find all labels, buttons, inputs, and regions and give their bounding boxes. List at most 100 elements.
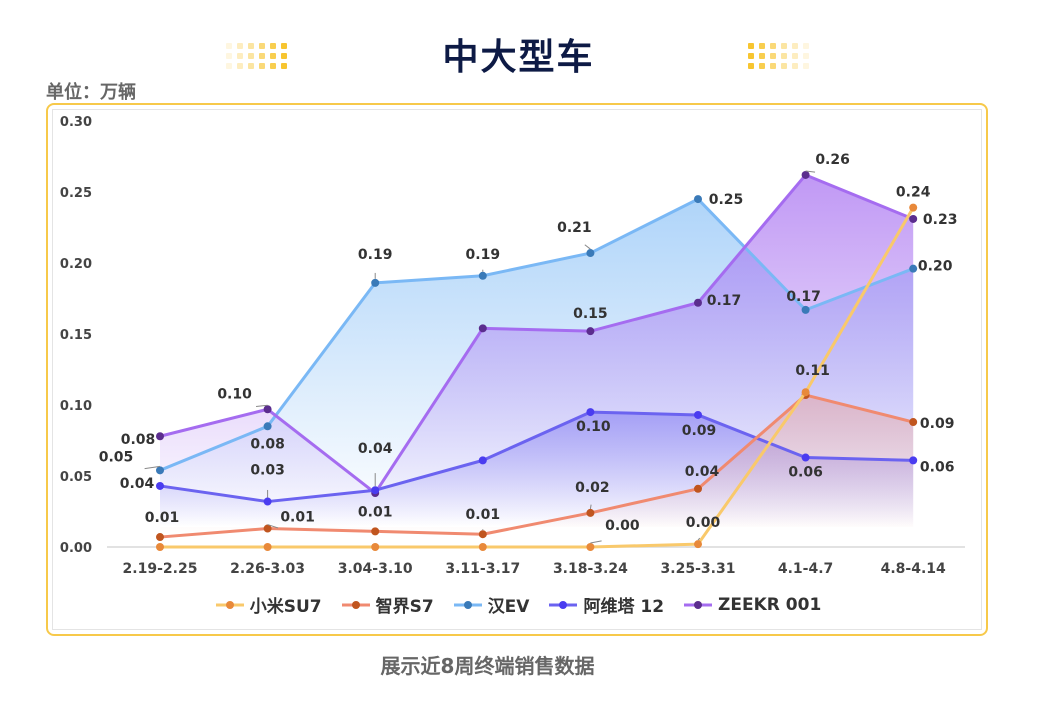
data-label: 0.06 <box>920 459 955 475</box>
unit-label: 单位：万辆 <box>46 82 136 103</box>
x-tick-label: 2.26-3.03 <box>230 561 305 577</box>
data-point <box>478 543 487 551</box>
series-line <box>159 410 914 504</box>
x-tick-label: 4.1-4.7 <box>778 561 833 577</box>
chart-card <box>46 103 988 636</box>
data-point <box>694 298 702 307</box>
y-tick-label: 0.00 <box>60 541 92 556</box>
series-line <box>159 173 914 495</box>
data-point <box>694 410 702 419</box>
data-label: 0.21 <box>557 220 592 236</box>
data-point <box>586 508 595 517</box>
chart-legend: 小米SU7 智界S7 汉EV 阿维塔 12 ZEEKR 001 <box>0 592 1037 617</box>
data-label: 0.20 <box>918 259 953 275</box>
label-leader-line <box>805 170 816 173</box>
x-tick-label: 3.18-3.24 <box>553 561 628 577</box>
legend-item[interactable]: 汉EV <box>453 592 530 617</box>
data-label: 0.04 <box>120 476 155 492</box>
legend-label: 智界S7 <box>375 597 434 617</box>
label-leader-line <box>590 540 602 544</box>
data-point <box>263 543 272 551</box>
data-label: 0.23 <box>923 212 958 228</box>
legend-item[interactable]: 阿维塔 12 <box>549 592 664 617</box>
decorative-dots-left <box>226 43 289 69</box>
data-label: 0.01 <box>466 507 501 523</box>
data-label: 0.11 <box>795 363 830 379</box>
legend-item[interactable]: 智界S7 <box>341 592 434 617</box>
legend-marker-icon <box>549 600 578 609</box>
data-label: 0.17 <box>707 293 742 309</box>
data-label: 0.10 <box>576 419 611 435</box>
legend-marker-icon <box>341 600 370 609</box>
data-point <box>801 305 810 314</box>
data-label: 0.05 <box>99 449 134 465</box>
data-point <box>478 530 487 539</box>
data-point <box>801 170 810 179</box>
label-leader-line <box>697 537 701 541</box>
footer-note: 展示近8周终端销售数据 <box>380 654 595 678</box>
data-point <box>909 264 918 273</box>
legend-item[interactable]: ZEEKR 001 <box>684 592 821 617</box>
label-leader-line <box>267 524 279 529</box>
data-point <box>156 481 164 490</box>
data-label: 0.09 <box>920 416 955 432</box>
data-label: 0.17 <box>786 289 821 305</box>
data-point <box>156 466 164 475</box>
legend-marker-icon <box>215 600 244 609</box>
data-point <box>909 203 918 212</box>
data-point <box>801 453 810 462</box>
data-label: 0.15 <box>573 306 608 322</box>
data-label: 0.04 <box>358 441 393 457</box>
legend-label: 小米SU7 <box>249 597 322 617</box>
data-label: 0.01 <box>358 504 393 520</box>
data-label: 0.02 <box>575 480 610 496</box>
data-label: 0.19 <box>466 247 501 263</box>
label-leader-line <box>255 404 268 407</box>
data-point <box>263 422 272 431</box>
decorative-dots-right <box>748 43 811 69</box>
series-area <box>160 395 914 538</box>
data-label: 0.00 <box>686 515 721 531</box>
data-point <box>909 456 918 465</box>
data-point <box>801 388 810 397</box>
data-point <box>478 456 487 465</box>
data-point <box>263 497 272 506</box>
data-point <box>371 278 380 287</box>
data-label: 0.03 <box>250 463 285 479</box>
data-label: 0.19 <box>358 247 393 263</box>
data-point <box>371 543 380 551</box>
y-tick-label: 0.20 <box>60 257 92 272</box>
x-tick-label: 3.25-3.31 <box>661 561 736 577</box>
y-tick-label: 0.10 <box>60 399 92 414</box>
data-point <box>263 405 272 414</box>
data-label: 0.08 <box>121 432 156 448</box>
label-leader-line <box>584 244 591 250</box>
chart-title: 中大型车 <box>442 37 595 78</box>
legend-label: 汉EV <box>487 597 530 617</box>
data-label: 0.00 <box>605 518 640 534</box>
x-tick-label: 2.19-2.25 <box>123 561 198 577</box>
data-point <box>156 533 164 542</box>
data-point <box>694 195 702 204</box>
data-label: 0.24 <box>896 185 931 201</box>
chart-card-inner <box>52 109 982 630</box>
data-label: 0.26 <box>815 152 850 168</box>
legend-marker-icon <box>453 600 482 609</box>
legend-item[interactable]: 小米SU7 <box>215 592 322 617</box>
series-line <box>160 206 915 549</box>
data-label: 0.04 <box>685 464 720 480</box>
data-point <box>478 271 487 280</box>
data-label: 0.01 <box>280 510 315 526</box>
series-line <box>159 393 914 539</box>
data-point <box>586 543 595 551</box>
label-leader-line <box>589 504 592 510</box>
data-point <box>156 543 164 551</box>
data-point <box>371 486 380 495</box>
y-tick-label: 0.30 <box>60 115 92 130</box>
data-label: 0.06 <box>788 465 823 481</box>
data-point <box>694 540 702 549</box>
data-point <box>694 484 702 493</box>
y-tick-label: 0.05 <box>60 470 92 485</box>
data-point <box>586 249 595 258</box>
